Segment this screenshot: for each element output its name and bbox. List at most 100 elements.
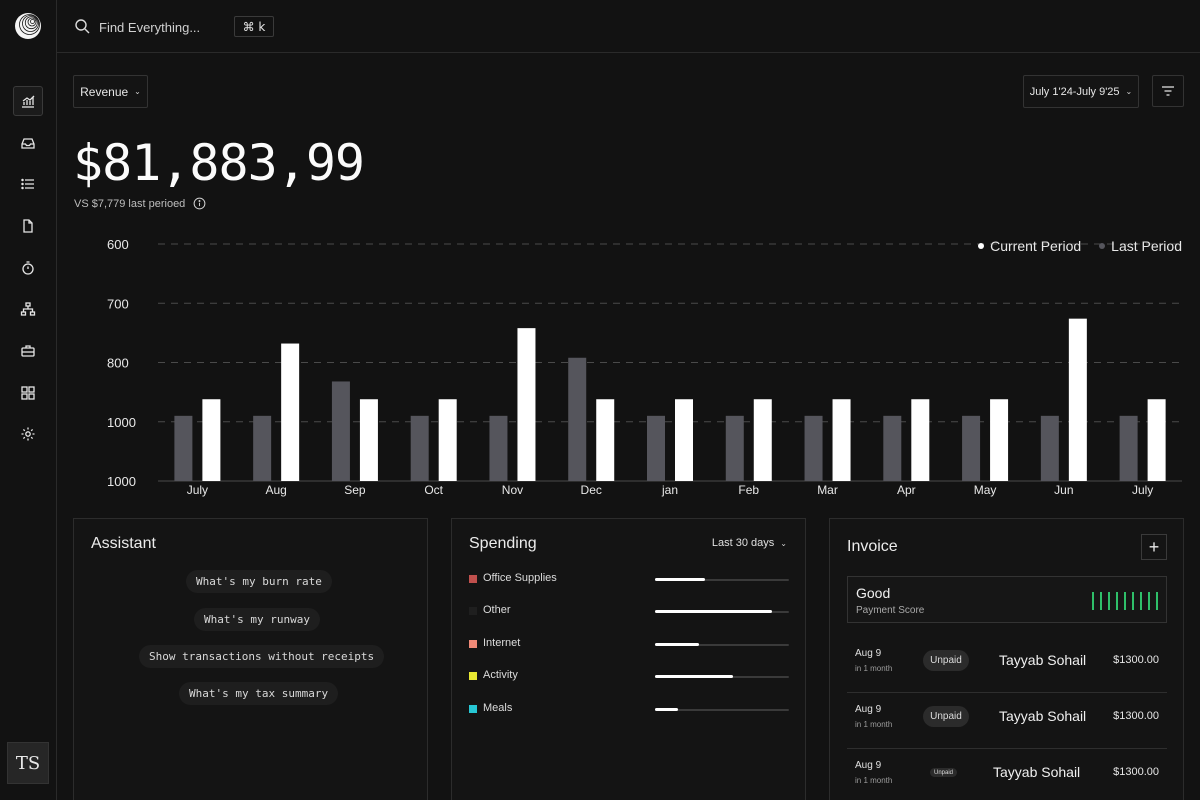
bar-last-period[interactable] <box>253 415 272 481</box>
spending-item[interactable]: Internet <box>469 637 789 653</box>
spending-range-dropdown[interactable]: Last 30 days ⌄ <box>712 537 787 549</box>
bar-current-period[interactable] <box>1147 399 1166 481</box>
bar-last-period[interactable] <box>725 415 744 481</box>
legend-last-label: Last Period <box>1111 238 1182 254</box>
revenue-bar-chart: 600 700 800 1000 1000 July Aug Sep Oct Nov Dec jan F… <box>107 237 1182 497</box>
status-badge: Unpaid <box>923 706 969 727</box>
invoice-date: Aug 9 <box>855 760 882 771</box>
assistant-panel: Assistant What's my burn rate What's my … <box>73 518 428 800</box>
bar-current-period[interactable] <box>359 399 378 481</box>
x-tick-label: May <box>974 483 997 497</box>
bar-current-period[interactable] <box>911 399 930 481</box>
spending-item[interactable]: Meals <box>469 702 789 718</box>
payment-score-bars <box>1092 592 1158 610</box>
spending-color-swatch <box>469 705 477 713</box>
invoice-panel: Invoice + Good Payment Score Aug 9 in 1 … <box>829 518 1184 800</box>
bar-current-period[interactable] <box>438 399 457 481</box>
sidebar-item-apps[interactable] <box>13 378 43 408</box>
spending-panel: Spending Last 30 days ⌄ Office Supplies O… <box>451 518 806 800</box>
bar-current-period[interactable] <box>675 399 693 481</box>
bar-current-period[interactable] <box>596 399 615 481</box>
spending-item[interactable]: Activity <box>469 669 789 685</box>
suggestion-missing-receipts[interactable]: Show transactions without receipts <box>139 645 385 668</box>
timer-icon <box>22 261 34 275</box>
bar-last-period[interactable] <box>1040 415 1059 481</box>
y-tick-label: 1000 <box>107 415 136 430</box>
revenue-total: $81,883,99 <box>73 134 365 192</box>
score-bar <box>1140 592 1142 610</box>
invoice-row[interactable]: Aug 9 in 1 month Unpaid Tayyab Sohail $1… <box>847 637 1167 693</box>
metric-dropdown[interactable]: Revenue ⌄ <box>73 75 148 108</box>
user-avatar[interactable]: TS <box>7 742 49 784</box>
invoice-row[interactable]: Aug 9 in 1 month Unpaid Tayyab Sohail $1… <box>847 749 1167 800</box>
spending-bar-track <box>655 578 789 581</box>
bar-last-period[interactable] <box>568 357 587 481</box>
y-tick-label: 700 <box>107 296 129 311</box>
spending-bar-track <box>655 708 789 711</box>
suggestion-tax-summary[interactable]: What's my tax summary <box>179 682 339 705</box>
bar-last-period[interactable] <box>883 415 902 481</box>
bar-current-period[interactable] <box>753 399 772 481</box>
inbox-icon <box>21 138 35 149</box>
score-bar <box>1108 592 1110 610</box>
date-range-dropdown[interactable]: July 1'24-July 9'25 ⌄ <box>1023 75 1139 108</box>
spending-item[interactable]: Office Supplies <box>469 572 789 588</box>
bar-last-period[interactable] <box>962 415 981 481</box>
bar-current-period[interactable] <box>1068 318 1087 481</box>
sidebar-item-timer[interactable] <box>13 253 43 283</box>
legend-last-period[interactable]: Last Period <box>1099 238 1182 254</box>
invoice-date: Aug 9 <box>855 648 882 659</box>
chevron-down-icon: ⌄ <box>134 87 141 96</box>
score-bar <box>1124 592 1126 610</box>
add-invoice-button[interactable]: + <box>1141 534 1167 560</box>
info-icon[interactable] <box>193 197 206 210</box>
spending-bar-track <box>655 675 789 678</box>
bar-current-period[interactable] <box>281 343 300 481</box>
score-bar <box>1148 592 1150 610</box>
search-input[interactable] <box>99 16 229 38</box>
payment-score-label: Payment Score <box>856 605 925 616</box>
spending-item-label: Other <box>483 604 511 616</box>
spending-item[interactable]: Other <box>469 604 789 620</box>
top-bar: ⌘ k <box>57 0 1200 53</box>
sidebar-item-settings[interactable] <box>13 419 43 449</box>
bar-last-period[interactable] <box>174 415 193 481</box>
bar-last-period[interactable] <box>647 415 665 481</box>
filter-button[interactable] <box>1152 75 1184 107</box>
x-tick-label: jan <box>661 483 678 497</box>
suggestion-burn-rate[interactable]: What's my burn rate <box>186 570 332 593</box>
comparison-text: VS $7,779 last perioed <box>74 197 186 210</box>
x-tick-label: Sep <box>344 483 366 497</box>
sidebar-item-analytics[interactable] <box>13 86 43 116</box>
x-tick-label: Jun <box>1054 483 1073 497</box>
spending-color-swatch <box>469 575 477 583</box>
bar-current-period[interactable] <box>202 399 221 481</box>
search-icon <box>75 19 90 34</box>
x-tick-label: Feb <box>738 483 759 497</box>
bar-last-period[interactable] <box>804 415 823 481</box>
sidebar-item-list[interactable] <box>13 169 43 199</box>
assistant-title: Assistant <box>91 535 156 552</box>
bar-last-period[interactable] <box>1119 415 1138 481</box>
spending-item-label: Activity <box>483 669 518 681</box>
bar-current-period[interactable] <box>990 399 1009 481</box>
invoice-customer: Tayyab Sohail <box>999 652 1087 668</box>
spending-bar-track <box>655 610 789 613</box>
sidebar-item-network[interactable] <box>13 294 43 324</box>
invoice-row[interactable]: Aug 9 in 1 month Unpaid Tayyab Sohail $1… <box>847 693 1167 749</box>
invoice-due: in 1 month <box>855 776 893 785</box>
suggestion-runway[interactable]: What's my runway <box>194 608 320 631</box>
bar-last-period[interactable] <box>489 415 508 481</box>
chart-legend: Current Period Last Period <box>978 238 1182 254</box>
spending-item-label: Office Supplies <box>483 572 557 584</box>
sidebar-item-briefcase[interactable] <box>13 336 43 366</box>
bar-current-period[interactable] <box>517 328 536 481</box>
bar-last-period[interactable] <box>410 415 429 481</box>
legend-current-period[interactable]: Current Period <box>978 238 1081 254</box>
sidebar-item-document[interactable] <box>13 211 43 241</box>
score-bar <box>1116 592 1118 610</box>
bar-current-period[interactable] <box>832 399 851 481</box>
bar-last-period[interactable] <box>331 381 350 481</box>
sidebar-item-inbox[interactable] <box>13 128 43 158</box>
logo-icon[interactable] <box>14 12 42 40</box>
